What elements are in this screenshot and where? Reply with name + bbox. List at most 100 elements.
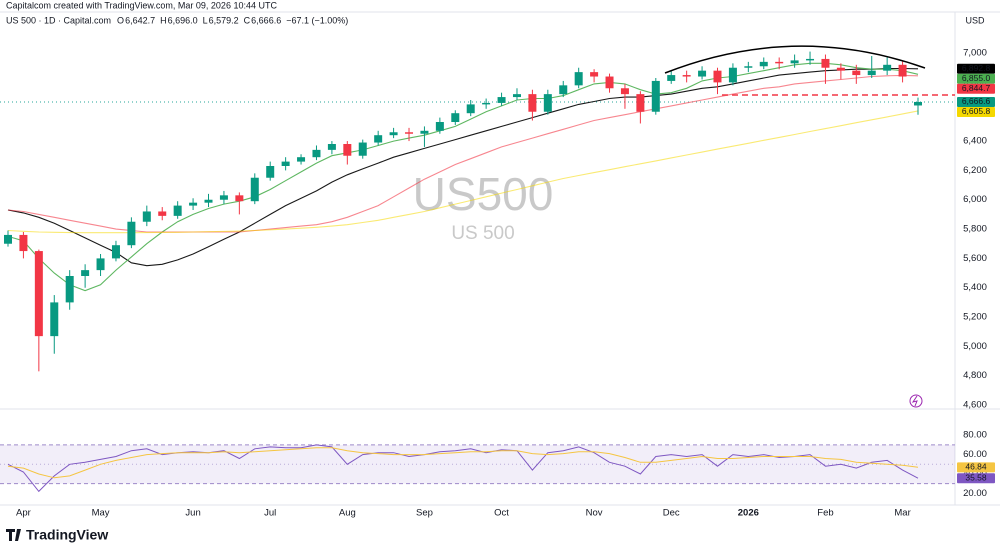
y-tick-label: 4,600 [963,400,987,411]
candle-body [713,70,722,83]
price-tag [957,462,995,473]
y-tick-label: 6,200 [963,165,987,176]
y-tick-label: 6,000 [963,194,987,205]
x-tick-label: 2026 [738,508,759,519]
rsi-tick-label: 80.00 [963,430,987,441]
candle-body [883,64,892,71]
candle-body [189,202,198,206]
ohlc-key: C [244,15,251,25]
y-tick-label: 7,000 [963,48,987,59]
ohlc-value: 6,666.6 [251,15,281,25]
candle-body [651,80,660,112]
legend: US 500 · 1D · Capital.com O 6,642.7 H 6,696… [6,15,348,25]
logo-icon [6,529,21,541]
price-tag-label: 46.84 [965,462,987,472]
candle-body [512,94,521,98]
candle-body [482,102,491,105]
credit: Capitalcom created with TradingView.com,… [6,0,277,10]
moving-average [7,62,919,292]
price-tag [957,96,995,107]
y-tick-label: 4,800 [963,370,987,381]
x-tick-label: Jul [264,508,276,519]
candle-body [852,70,861,76]
candle-body [266,166,275,178]
candle-body [682,75,691,77]
watermark: US500 [413,168,554,220]
candle-body [173,205,182,216]
candle-body [405,132,414,134]
x-tick-label: Feb [817,508,833,519]
x-tick-label: Mar [894,508,910,519]
x-tick-label: May [92,508,110,519]
y-tick-label: 5,200 [963,312,987,323]
candle-body [327,144,336,150]
candle-body [898,64,907,77]
candle-body [250,177,259,202]
price-tag [957,83,995,94]
candle-body [451,113,460,122]
logo: TradingView [6,527,108,543]
candle-body [297,157,306,162]
price-tag [957,73,995,84]
x-tick-label: Dec [663,508,680,519]
candle-body [219,195,228,200]
candle-body [389,132,398,136]
candle-body [806,58,815,61]
event-icon[interactable] [909,394,923,408]
x-tick-label: Nov [586,508,603,519]
plot: 4,600 4,800 5,000 5,200 5,400 5,600 5,800 6,000… [0,48,995,519]
rsi-tick-label: 60.00 [963,449,987,460]
candle-body [821,58,830,68]
x-tick-label: Sep [416,508,433,519]
candle-body [420,130,429,134]
price-tag-label: 6,892.8 [962,63,991,73]
x-tick-label: Oct [494,508,509,519]
candle-body [559,85,568,95]
candle-body [50,302,59,337]
candle-body [343,144,352,156]
price-tag-label: 6,855.0 [962,73,991,83]
ohlc-key: L [203,15,208,25]
y-tick-label: 5,000 [963,341,987,352]
watermark-sub: US 500 [451,223,514,244]
candle-body [281,161,290,166]
candle-body [574,72,583,86]
price-tag-label: 6,605.8 [962,106,991,116]
price-tag [957,473,995,484]
ohlc-value: 6,696.0 [168,15,198,25]
candle-body [605,76,614,89]
candle-body [836,67,845,71]
candle-body [667,75,676,81]
candle-body [358,142,367,156]
candle-body [636,94,645,112]
candle-body [312,149,321,158]
resistance-curve [664,45,926,74]
candle-body [759,61,768,67]
ohlc-key: O [117,15,124,25]
event-icon [911,395,918,407]
candle-body [65,276,74,303]
candle-body [111,245,120,259]
y-tick-label: 5,600 [963,253,987,264]
candle-body [914,101,922,106]
candle-body [4,234,12,244]
candle-body [590,72,599,77]
candle-body [867,70,876,76]
moving-average [7,110,919,234]
price-tag-label: 35.58 [965,472,987,482]
candle-body [775,61,784,64]
candle-body [790,60,799,64]
x-tick-label: Apr [16,508,31,519]
symbol: US 500 · 1D · Capital.com [6,15,111,25]
rsi-line [7,447,919,479]
rsi-tick-label: 20.00 [963,488,987,499]
moving-average [7,67,919,267]
ohlc-key: H [160,15,167,25]
candle-body [374,135,383,143]
candle-body [744,66,753,68]
candle-body [81,270,90,276]
y-tick-label: 6,400 [963,136,987,147]
candle-body [698,70,707,77]
currency: USD [965,15,985,25]
